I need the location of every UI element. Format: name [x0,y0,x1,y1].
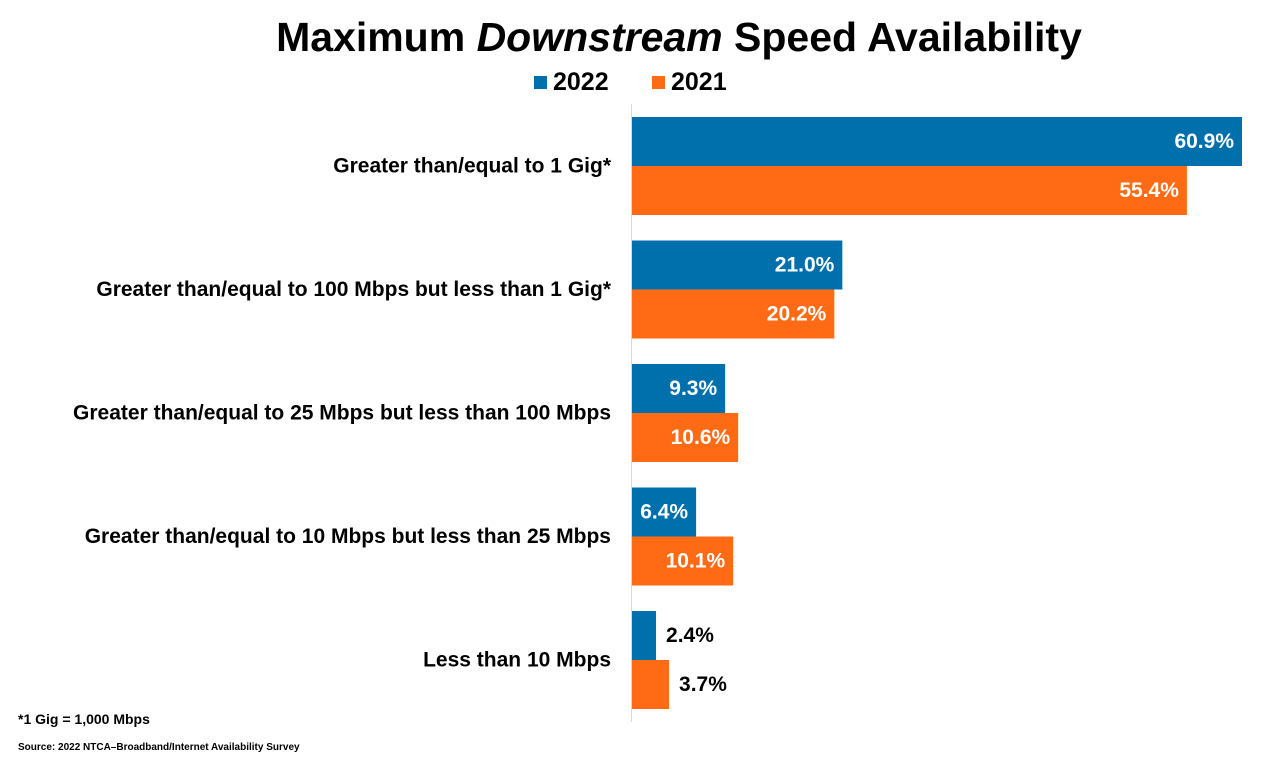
bar-2022-3 [632,487,697,537]
legend-label-2021: 2021 [671,68,727,96]
chart-title-emphasis: Downstream [476,14,723,60]
legend-label-2022: 2022 [553,68,609,96]
data-label-2021-4: 3.7% [679,673,727,696]
bar-2022-4 [632,611,657,660]
data-label-2022-1: 21.0% [775,254,835,277]
data-label-2021-3: 10.1% [666,550,726,573]
bar-2021-2 [632,413,739,462]
bar-2022-2 [632,364,726,413]
category-label: Greater than/equal to 10 Mbps but less t… [85,525,611,548]
category-label: Less than 10 Mbps [423,649,611,672]
data-label-2022-2: 9.3% [669,377,717,400]
bar-2021-4 [632,660,670,709]
legend-item-2021: 2021 [652,67,727,97]
data-label-2021-0: 55.4% [1119,179,1179,202]
chart-title: Maximum Downstream Speed Availability [0,12,1276,62]
legend-swatch-2022 [534,75,547,89]
bar-2022-1 [632,240,843,290]
category-label: Greater than/equal to 25 Mbps but less t… [73,402,611,425]
data-label-2022-4: 2.4% [666,624,714,647]
footnote: *1 Gig = 1,000 Mbps [18,711,150,727]
data-label-2021-2: 10.6% [671,426,731,449]
bar-2021-3 [632,536,734,586]
bar-2021-0 [632,166,1187,215]
bar-2022-0 [632,117,1242,166]
legend-item-2022: 2022 [534,67,609,97]
category-label: Greater than/equal to 100 Mbps but less … [96,278,611,301]
category-label: Greater than/equal to 1 Gig* [333,155,612,178]
data-label-2022-0: 60.9% [1174,130,1234,153]
data-label-2021-1: 20.2% [767,303,827,326]
chart-title-part3: Speed Availability [722,14,1082,60]
data-label-2022-3: 6.4% [640,501,688,524]
legend: 2022 2021 [0,67,1276,97]
bar-2021-1 [632,289,835,339]
legend-swatch-2021 [652,75,665,89]
chart-title-part1: Maximum [276,14,477,60]
source-note: Source: 2022 NTCA–Broadband/Internet Ava… [18,742,300,753]
